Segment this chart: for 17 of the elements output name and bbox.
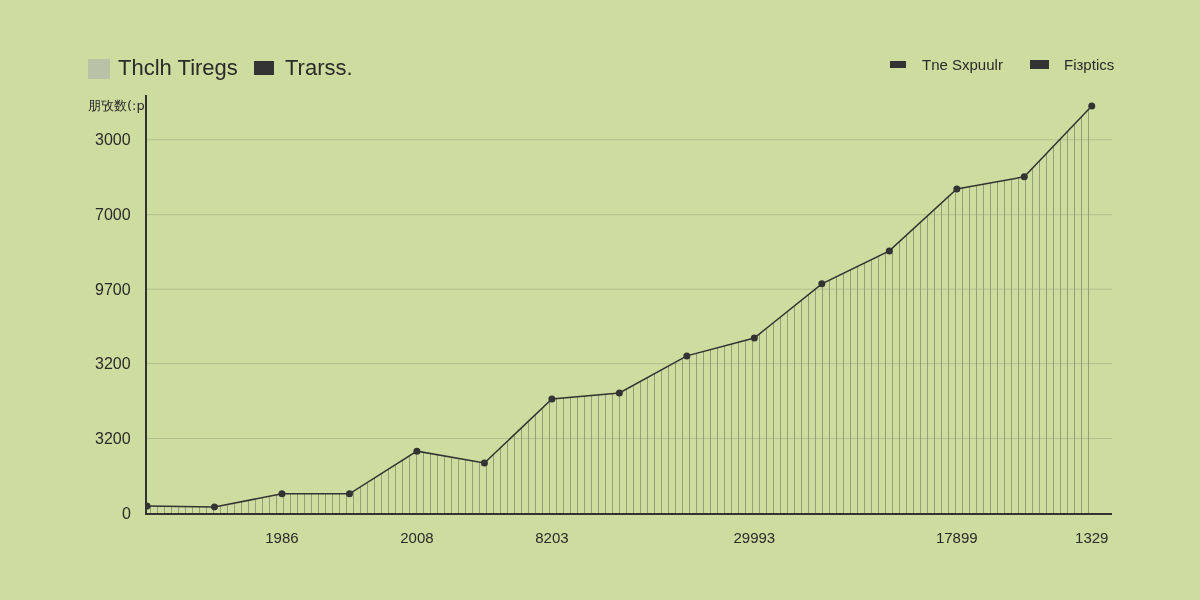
text: 3200 <box>95 355 131 372</box>
x-tick-label: 17899 <box>935 528 978 546</box>
x-tick-label: 29993 <box>733 528 776 546</box>
text: Tne Sxpuulr <box>922 56 1003 73</box>
x-tick-label: 1986 <box>265 528 299 546</box>
text: 3000 <box>95 131 131 148</box>
text: 7000 <box>95 206 131 223</box>
text: Thclh Tiregs <box>118 55 238 80</box>
text: 3200 <box>95 430 131 447</box>
text: Trarss. <box>285 55 353 80</box>
text: 0 <box>122 505 131 522</box>
x-tick-label: 1329 <box>1075 528 1109 546</box>
x-tick-label: 8203 <box>535 528 569 546</box>
x-tick-label: 2008 <box>400 528 434 546</box>
text: Fiзptics <box>1064 56 1115 73</box>
y-axis-title: 朋攷数(:p <box>88 98 145 113</box>
text: 9700 <box>95 281 131 298</box>
